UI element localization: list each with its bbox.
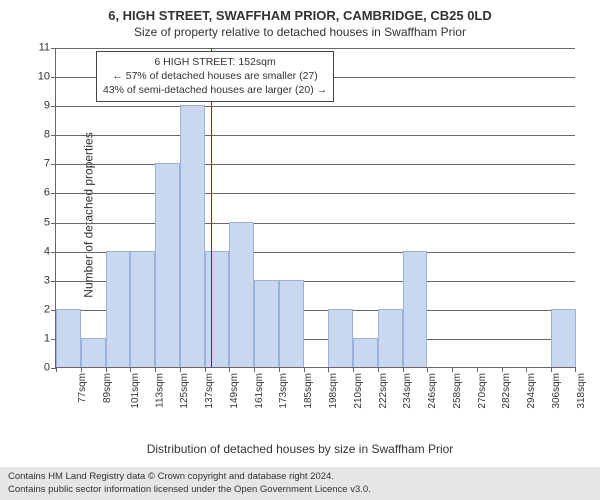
xtick-mark <box>106 367 107 372</box>
xtick-mark <box>551 367 552 372</box>
footer-line-2: Contains public sector information licen… <box>8 484 592 496</box>
histogram-bar <box>378 309 403 367</box>
xtick-label: 294sqm <box>527 373 537 409</box>
histogram-bar <box>81 338 106 367</box>
xtick-mark <box>526 367 527 372</box>
ytick-mark <box>51 106 56 107</box>
histogram-bar <box>254 280 279 367</box>
ytick-mark <box>51 252 56 253</box>
ytick-label: 4 <box>44 246 50 257</box>
ytick-label: 3 <box>44 275 50 286</box>
ytick-label: 10 <box>38 72 50 83</box>
histogram-bar <box>229 222 254 367</box>
annotation-box: 6 HIGH STREET: 152sqm← 57% of detached h… <box>96 51 334 102</box>
xtick-mark <box>279 367 280 372</box>
ytick-label: 9 <box>44 101 50 112</box>
xtick-label: 222sqm <box>378 373 388 409</box>
xtick-label: 258sqm <box>453 373 463 409</box>
ytick-mark <box>51 135 56 136</box>
xtick-label: 125sqm <box>180 373 190 409</box>
gridline <box>56 106 575 107</box>
ytick-mark <box>51 164 56 165</box>
histogram-bar <box>551 309 576 367</box>
xtick-mark <box>155 367 156 372</box>
xtick-label: 173sqm <box>279 373 289 409</box>
xtick-mark <box>180 367 181 372</box>
ytick-mark <box>51 48 56 49</box>
gridline <box>56 223 575 224</box>
xtick-label: 149sqm <box>230 373 240 409</box>
histogram-bar <box>155 163 180 367</box>
histogram-bar <box>180 105 205 367</box>
xtick-mark <box>502 367 503 372</box>
xtick-mark <box>353 367 354 372</box>
xtick-label: 77sqm <box>78 373 88 403</box>
xtick-label: 137sqm <box>205 373 215 409</box>
xtick-label: 318sqm <box>576 373 586 409</box>
annotation-line-3: 43% of semi-detached houses are larger (… <box>103 83 327 97</box>
histogram-bar <box>130 251 155 367</box>
ytick-label: 1 <box>44 333 50 344</box>
xtick-mark <box>130 367 131 372</box>
gridline <box>56 193 575 194</box>
xtick-label: 210sqm <box>354 373 364 409</box>
footer-line-1: Contains HM Land Registry data © Crown c… <box>8 471 592 483</box>
ytick-label: 7 <box>44 159 50 170</box>
histogram-bar <box>353 338 378 367</box>
ytick-mark <box>51 77 56 78</box>
footer-attribution: Contains HM Land Registry data © Crown c… <box>0 467 600 500</box>
gridline <box>56 135 575 136</box>
ytick-label: 6 <box>44 188 50 199</box>
ytick-label: 5 <box>44 217 50 228</box>
x-axis-label: Distribution of detached houses by size … <box>0 442 600 456</box>
xtick-label: 89sqm <box>103 373 113 403</box>
xtick-label: 234sqm <box>403 373 413 409</box>
ytick-label: 11 <box>39 43 50 54</box>
xtick-mark <box>304 367 305 372</box>
xtick-label: 101sqm <box>131 373 141 409</box>
gridline <box>56 164 575 165</box>
xtick-mark <box>403 367 404 372</box>
gridline <box>56 48 575 49</box>
xtick-label: 306sqm <box>552 373 562 409</box>
xtick-label: 282sqm <box>502 373 512 409</box>
ytick-mark <box>51 193 56 194</box>
chart-plot-area: 0123456789101177sqm89sqm101sqm113sqm125s… <box>55 48 575 368</box>
annotation-line-2: ← 57% of detached houses are smaller (27… <box>103 69 327 83</box>
histogram-bar <box>403 251 428 367</box>
xtick-mark <box>254 367 255 372</box>
ytick-mark <box>51 223 56 224</box>
xtick-label: 270sqm <box>477 373 487 409</box>
xtick-mark <box>378 367 379 372</box>
xtick-mark <box>229 367 230 372</box>
xtick-mark <box>81 367 82 372</box>
xtick-label: 185sqm <box>304 373 314 409</box>
ytick-label: 8 <box>44 130 50 141</box>
xtick-mark <box>205 367 206 372</box>
histogram-bar <box>205 251 230 367</box>
xtick-mark <box>477 367 478 372</box>
xtick-label: 246sqm <box>428 373 438 409</box>
chart-subtitle: Size of property relative to detached ho… <box>0 23 600 43</box>
histogram-bar <box>328 309 353 367</box>
xtick-label: 113sqm <box>155 373 165 408</box>
xtick-mark <box>575 367 576 372</box>
xtick-label: 198sqm <box>329 373 339 409</box>
ytick-mark <box>51 281 56 282</box>
chart-title: 6, HIGH STREET, SWAFFHAM PRIOR, CAMBRIDG… <box>0 0 600 23</box>
xtick-mark <box>56 367 57 372</box>
ytick-label: 0 <box>44 363 50 374</box>
xtick-mark <box>328 367 329 372</box>
xtick-label: 161sqm <box>254 373 264 409</box>
histogram-bar <box>279 280 304 367</box>
ytick-label: 2 <box>44 304 50 315</box>
histogram-bar <box>106 251 131 367</box>
xtick-mark <box>427 367 428 372</box>
xtick-mark <box>452 367 453 372</box>
histogram-bar <box>56 309 81 367</box>
annotation-line-1: 6 HIGH STREET: 152sqm <box>103 55 327 69</box>
